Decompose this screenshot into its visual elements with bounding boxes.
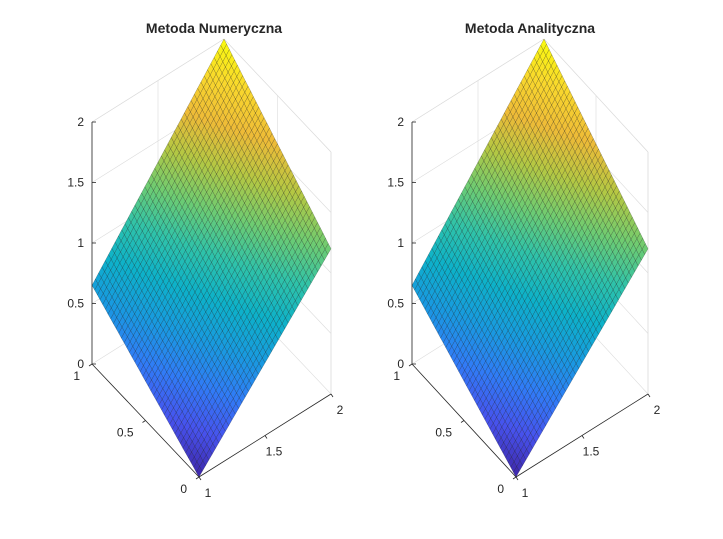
- y-tick-mark: [460, 420, 465, 423]
- y-tick-mark: [142, 420, 146, 423]
- x-tick-label: 1.5: [583, 445, 600, 459]
- z-tick-label: 1.5: [67, 176, 84, 190]
- x-tick-mark: [330, 393, 334, 398]
- y-tick-mark: [408, 363, 413, 367]
- x-tick-label: 2: [654, 403, 661, 417]
- z-tick-label: 1: [397, 236, 404, 250]
- surface-cell: [196, 466, 203, 478]
- y-tick-label: 1: [73, 369, 80, 383]
- z-tick-label: 2: [397, 115, 404, 129]
- x-tick-mark: [515, 476, 519, 481]
- z-tick-label: 0.5: [67, 297, 84, 311]
- z-tick-label: 0: [397, 357, 404, 371]
- y-tick-mark: [88, 363, 93, 367]
- z-tick-label: 0.5: [387, 297, 404, 311]
- z-tick-label: 1.5: [387, 176, 404, 190]
- surface-mesh: [411, 38, 649, 478]
- chart-title-right: Metoda Analityczna: [465, 20, 595, 36]
- x-tick-mark: [264, 435, 268, 439]
- y-tick-label: 0.5: [435, 426, 452, 440]
- x-tick-label: 1.5: [266, 445, 283, 459]
- z-tick-label: 2: [77, 115, 84, 129]
- chart-title-left: Metoda Numeryczna: [146, 20, 282, 36]
- x-tick-mark: [647, 393, 651, 398]
- y-tick-label: 1: [393, 369, 400, 383]
- y-tick-label: 0: [180, 482, 187, 496]
- x-tick-label: 2: [337, 403, 344, 417]
- x-tick-label: 1: [522, 486, 529, 500]
- z-tick-label: 1: [77, 236, 84, 250]
- x-tick-mark: [581, 435, 585, 439]
- y-tick-mark: [195, 476, 200, 480]
- surface-cell: [513, 466, 520, 478]
- x-tick-mark: [198, 476, 202, 481]
- y-tick-label: 0.5: [117, 426, 134, 440]
- y-tick-label: 0: [497, 482, 504, 496]
- y-tick-mark: [512, 476, 517, 480]
- x-tick-label: 1: [205, 486, 212, 500]
- z-tick-label: 0: [77, 357, 84, 371]
- surface-mesh: [91, 38, 332, 478]
